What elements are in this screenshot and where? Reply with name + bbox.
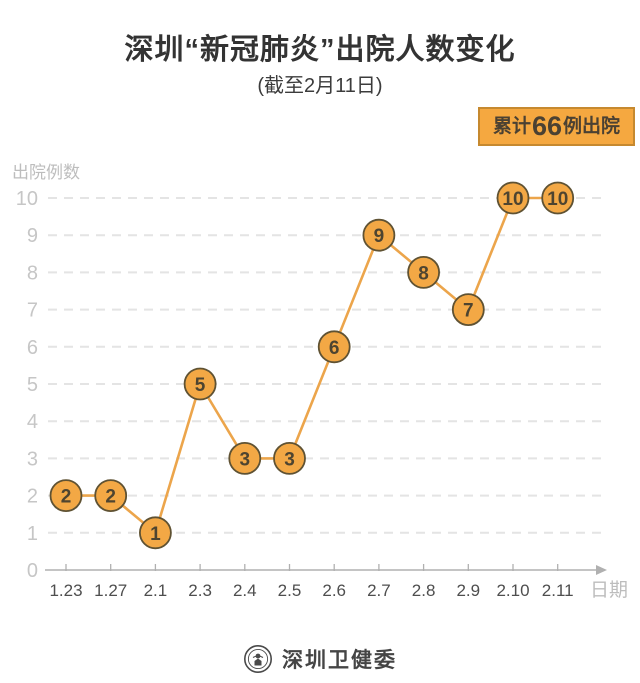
- badge-suffix: 例出院: [563, 116, 621, 137]
- discharge-chart-svg: 出院例数 0 1 2 3 4 5 6 7 8 9 10 1.23 1.27 2.1 2.3 2.4 2.5 2.6 2…: [12, 163, 628, 601]
- data-point-value: 1: [150, 524, 161, 545]
- x-tick-label: 2.10: [496, 581, 529, 600]
- page-subtitle: (截至2月11日): [257, 75, 383, 97]
- y-axis-title: 出院例数: [12, 163, 80, 182]
- x-tick-label: 2.1: [144, 581, 168, 600]
- x-tick-label: 2.7: [367, 581, 391, 600]
- data-point-value: 5: [195, 375, 206, 396]
- cumulative-total-badge: 累计 66 例出院: [478, 107, 635, 146]
- x-tick-label: 2.5: [278, 581, 302, 600]
- badge-count: 66: [531, 111, 563, 141]
- data-point-value: 6: [329, 338, 340, 359]
- footer: 深圳卫健委: [0, 644, 640, 674]
- data-point-marker: [94, 479, 128, 513]
- data-point-marker: [541, 181, 575, 215]
- x-tick-label: 1.23: [49, 581, 82, 600]
- data-point-value: 10: [502, 189, 523, 210]
- y-tick-label: 8: [27, 262, 38, 284]
- data-point-value: 7: [463, 301, 474, 322]
- y-tick-label: 4: [27, 411, 38, 433]
- x-tick-label: 1.27: [94, 581, 127, 600]
- data-point-marker: [451, 293, 485, 327]
- y-tick-label: 6: [27, 337, 38, 359]
- y-tick-label: 7: [27, 300, 38, 322]
- data-point-value: 2: [105, 487, 116, 508]
- data-point-value: 3: [240, 449, 251, 470]
- data-point-marker: [183, 367, 217, 401]
- data-point-marker: [496, 181, 530, 215]
- y-tick-label: 2: [27, 486, 38, 508]
- x-tick-label: 2.11: [542, 581, 574, 600]
- data-point-marker: [138, 516, 172, 550]
- y-tick-label: 3: [27, 448, 38, 470]
- badge-prefix: 累计: [492, 116, 531, 137]
- shenzhen-health-logo-icon: [244, 645, 272, 673]
- series-line: [66, 196, 558, 535]
- data-point-marker: [273, 441, 306, 475]
- data-point-value: 10: [547, 189, 568, 210]
- discharge-line-chart: 出院例数 0 1 2 3 4 5 6 7 8 9 10 1.23 1.27 2.1 2.3 2.4 2.5 2.6 2…: [0, 150, 640, 620]
- y-tick-label: 5: [27, 374, 38, 396]
- x-tick-label: 2.3: [188, 581, 212, 600]
- x-axis-title: 日期: [590, 579, 628, 601]
- data-point-marker: [362, 218, 396, 252]
- y-tick-label: 10: [16, 188, 38, 210]
- data-point-marker: [49, 479, 83, 513]
- x-axis-arrow-icon: [596, 565, 607, 575]
- data-point-value: 9: [374, 226, 385, 247]
- data-point-value: 3: [284, 449, 295, 470]
- y-tick-label: 9: [27, 225, 38, 247]
- x-tick-label: 2.8: [412, 581, 436, 600]
- data-point-value: 8: [418, 263, 429, 284]
- footer-org-name: 深圳卫健委: [282, 649, 397, 672]
- data-point-marker: [228, 441, 262, 475]
- y-tick-label: 1: [27, 523, 38, 545]
- data-point-value: 2: [61, 487, 72, 508]
- x-tick-label: 2.4: [233, 581, 257, 600]
- data-point-marker: [407, 256, 441, 289]
- data-point-marker: [317, 330, 351, 364]
- page-title: 深圳“新冠肺炎”出院人数变化: [124, 34, 516, 66]
- x-tick-label: 2.6: [322, 581, 346, 600]
- x-tick-label: 2.9: [456, 581, 480, 600]
- y-tick-label: 0: [27, 560, 38, 582]
